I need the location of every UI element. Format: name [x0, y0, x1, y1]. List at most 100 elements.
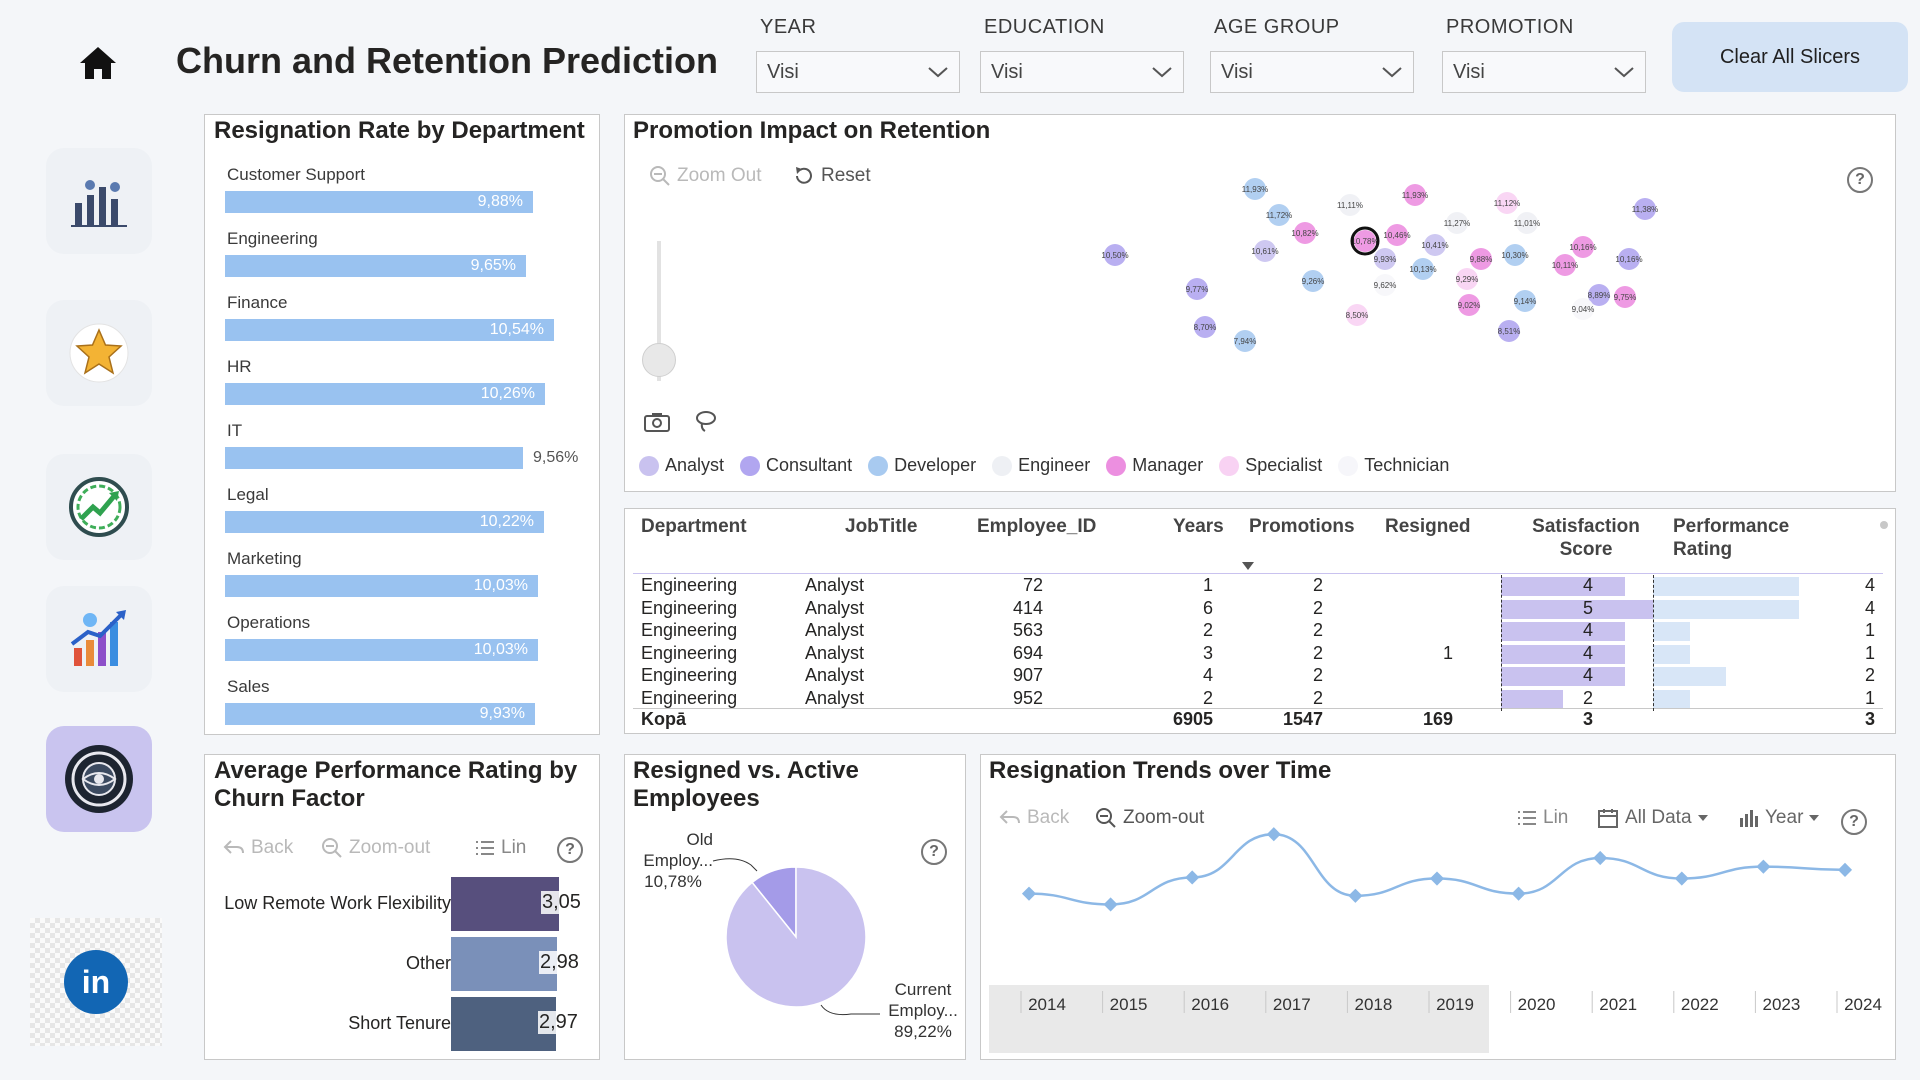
scatter-point[interactable]: [1104, 244, 1126, 266]
lasso-button[interactable]: [693, 409, 719, 440]
help-icon[interactable]: ?: [1841, 809, 1867, 835]
reset-button[interactable]: Reset: [793, 165, 871, 187]
dept-bar-row[interactable]: IT 9,56%: [215, 421, 595, 471]
trend-point[interactable]: [1103, 897, 1118, 912]
slicer-dropdown-age-group[interactable]: Visi: [1210, 51, 1414, 93]
scatter-point[interactable]: [1498, 320, 1520, 342]
zoom-out-button[interactable]: Zoom Out: [649, 165, 761, 187]
pie-slice[interactable]: [725, 866, 867, 1008]
zoom-slider-handle[interactable]: [642, 343, 676, 377]
year-dropdown[interactable]: Year: [1739, 807, 1820, 829]
perf-bar-row[interactable]: Low Remote Work Flexibility 3,05: [205, 877, 601, 931]
scatter-plot[interactable]: 11,93% 11,72% 11,11% 11,93% 11,12% 11,38% 11,2…: [825, 169, 1685, 359]
trend-point[interactable]: [1511, 886, 1526, 901]
table-row[interactable]: Engineering Analyst 907 4 2 4 2: [633, 665, 1883, 688]
scatter-point[interactable]: [1339, 194, 1361, 216]
help-icon[interactable]: ?: [921, 839, 947, 865]
nav-team-analytics[interactable]: [46, 148, 152, 254]
scatter-point[interactable]: [1268, 204, 1290, 226]
legend-item[interactable]: Developer: [868, 455, 976, 476]
scatter-point[interactable]: [1412, 258, 1434, 280]
scatter-point[interactable]: [1374, 274, 1396, 296]
dept-bar-row[interactable]: Legal 10,22%: [215, 485, 595, 535]
trend-point[interactable]: [1429, 871, 1445, 886]
zoom-slider-track[interactable]: [657, 241, 661, 381]
linkedin-link[interactable]: in: [30, 918, 162, 1046]
scatter-point[interactable]: [1514, 290, 1536, 312]
help-icon[interactable]: ?: [1847, 167, 1873, 193]
dept-bar-row[interactable]: Marketing 10,03%: [215, 549, 595, 599]
help-icon[interactable]: ?: [557, 837, 583, 863]
scatter-point[interactable]: [1424, 234, 1446, 256]
perf-bar-row[interactable]: Other 2,98: [205, 937, 601, 991]
scatter-point[interactable]: [1254, 240, 1276, 262]
scatter-point[interactable]: [1374, 248, 1396, 270]
table-row[interactable]: Engineering Analyst 414 6 2 5 4: [633, 598, 1883, 621]
legend-item[interactable]: Technician: [1338, 455, 1449, 476]
home-button[interactable]: [72, 40, 124, 86]
pie-chart[interactable]: [625, 755, 967, 1061]
scatter-point[interactable]: [1470, 248, 1492, 270]
scatter-point[interactable]: [1588, 284, 1610, 306]
nav-star[interactable]: [46, 300, 152, 406]
scatter-point[interactable]: [1302, 270, 1324, 292]
scale-toggle[interactable]: Lin: [475, 837, 526, 859]
dept-bar-row[interactable]: Customer Support 9,88%: [215, 165, 595, 215]
clear-all-slicers-button[interactable]: Clear All Slicers: [1672, 22, 1908, 92]
trend-point[interactable]: [1348, 888, 1363, 903]
all-data-dropdown[interactable]: All Data: [1597, 807, 1708, 829]
scale-toggle[interactable]: Lin: [1517, 807, 1568, 829]
back-button[interactable]: Back: [223, 837, 293, 859]
nav-growth-chart[interactable]: [46, 586, 152, 692]
trend-point[interactable]: [1674, 871, 1689, 886]
table-row[interactable]: Engineering Analyst 694 3 2 1 4 1: [633, 643, 1883, 666]
scatter-point[interactable]: [1294, 222, 1316, 244]
scatter-point[interactable]: [1456, 268, 1478, 290]
legend-item[interactable]: Specialist: [1219, 455, 1322, 476]
perf-bar-row[interactable]: Short Tenure 2,97: [205, 997, 601, 1051]
nav-globe-settings[interactable]: [46, 726, 152, 832]
legend-item[interactable]: Consultant: [740, 455, 852, 476]
scatter-point[interactable]: [1458, 294, 1480, 316]
dept-bar-row[interactable]: Engineering 9,65%: [215, 229, 595, 279]
column-header-satisfaction[interactable]: Satisfaction Score: [1532, 516, 1640, 560]
nav-gauge[interactable]: [46, 454, 152, 560]
range-selector[interactable]: [989, 985, 1489, 1053]
table-row[interactable]: Engineering Analyst 952 2 2 2 1: [633, 688, 1883, 711]
column-header-years[interactable]: Years: [1173, 516, 1224, 537]
scatter-point[interactable]: [1244, 178, 1266, 200]
table-row[interactable]: Engineering Analyst 563 2 2 4 1: [633, 620, 1883, 643]
zoom-out-button[interactable]: Zoom-out: [321, 837, 430, 859]
scatter-point[interactable]: [1446, 212, 1468, 234]
line-chart[interactable]: 2014 2015 2016 2017 2018 2019 2020 2021 2022 2023…: [981, 755, 1897, 1061]
trend-point[interactable]: [1266, 827, 1281, 842]
table-row[interactable]: Engineering Analyst 72 1 2 4 4: [633, 575, 1883, 598]
scatter-point[interactable]: [1554, 254, 1576, 276]
legend-item[interactable]: Analyst: [639, 455, 724, 476]
dept-bar-row[interactable]: Operations 10,03%: [215, 613, 595, 663]
scatter-point[interactable]: [1634, 198, 1656, 220]
zoom-out-button[interactable]: Zoom-out: [1095, 807, 1204, 829]
dept-bar-row[interactable]: HR 10,26%: [215, 357, 595, 407]
column-header-jobtitle[interactable]: JobTitle: [845, 516, 918, 537]
trend-point[interactable]: [1593, 850, 1608, 866]
trend-point[interactable]: [1756, 859, 1771, 874]
scroll-indicator[interactable]: [1880, 521, 1888, 529]
scatter-point[interactable]: [1504, 244, 1526, 266]
scatter-point[interactable]: [1234, 330, 1256, 352]
scatter-point[interactable]: [1496, 192, 1518, 214]
scatter-point[interactable]: [1572, 236, 1594, 258]
trend-point[interactable]: [1837, 862, 1853, 877]
column-header-department[interactable]: Department: [641, 516, 747, 537]
camera-button[interactable]: [643, 411, 671, 438]
slicer-dropdown-promotion[interactable]: Visi: [1442, 51, 1646, 93]
dept-bar-row[interactable]: Finance 10,54%: [215, 293, 595, 343]
scatter-point[interactable]: [1194, 316, 1216, 338]
slicer-dropdown-education[interactable]: Visi: [980, 51, 1184, 93]
dept-bar-row[interactable]: Sales 9,93%: [215, 677, 595, 727]
back-button[interactable]: Back: [999, 807, 1069, 829]
trend-point[interactable]: [1021, 886, 1037, 901]
slicer-dropdown-year[interactable]: Visi: [756, 51, 960, 93]
column-header-employee-id[interactable]: Employee_ID: [977, 516, 1097, 537]
scatter-point[interactable]: [1614, 286, 1636, 308]
